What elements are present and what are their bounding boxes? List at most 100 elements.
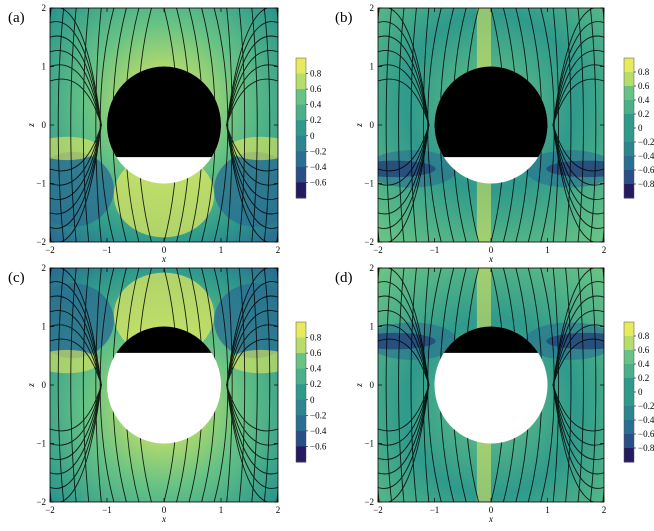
streamline [50, 124, 102, 229]
colorbar-segment [624, 156, 634, 171]
streamline [226, 384, 278, 446]
obstacle-black-region [434, 66, 548, 158]
colorbar-segment [296, 337, 306, 354]
x-tick-label: −1 [102, 505, 112, 515]
colorbar-tick-label: 0 [310, 131, 315, 141]
colorbar-tick-label: −0.8 [638, 443, 654, 453]
streamline [410, 8, 417, 242]
colorbar-tick-label: 0.6 [310, 348, 322, 358]
streamline [552, 384, 604, 460]
panel-label: (a) [8, 10, 25, 26]
y-tick-label: 1 [370, 62, 375, 72]
streamline [50, 21, 102, 126]
streamline [378, 124, 430, 200]
colorbar: 0.8 0.6 0.4 0.2 0 −0.2 −0.4 −0.6 [295, 57, 327, 199]
colorbar-segment [296, 415, 306, 432]
streamline [226, 124, 278, 200]
streamline [378, 338, 430, 386]
colorbar-tick-label: −0.2 [638, 401, 654, 411]
colorbar-segment [624, 170, 634, 185]
x-tick-label: −1 [102, 245, 112, 255]
streamline [398, 8, 405, 242]
y-tick-label: 0 [42, 380, 47, 390]
x-tick-label: −2 [45, 245, 55, 255]
y-tick-label: 0 [370, 120, 375, 130]
streamline [552, 124, 604, 242]
streamline [50, 50, 102, 126]
streamline [552, 78, 604, 126]
colorbar-tick-label: 0 [310, 395, 315, 405]
colorbar-segment [296, 166, 306, 183]
x-tick-label: 2 [602, 505, 607, 515]
x-tick-label: −2 [373, 505, 383, 515]
colorbar-segment [624, 142, 634, 157]
streamline [552, 324, 604, 386]
x-tick-label: 0 [489, 245, 494, 255]
streamline [552, 8, 604, 126]
colorbar-segment [624, 100, 634, 115]
colorbar-segment [624, 364, 634, 379]
colorbar-tick-label: 0.2 [638, 109, 649, 119]
x-tick-label: 1 [545, 245, 550, 255]
streamline [226, 78, 278, 126]
colorbar-segment [624, 72, 634, 87]
streamline [226, 21, 278, 126]
y-tick-label: −1 [364, 439, 374, 449]
streamline [70, 268, 77, 502]
streamline [378, 384, 430, 502]
colorbar-tick-label: 0.6 [310, 84, 322, 94]
obstacle-black-region [107, 66, 221, 158]
panel-label: (b) [335, 10, 353, 26]
y-tick-label: −2 [36, 237, 46, 247]
streamline [226, 124, 278, 229]
streamline [589, 8, 597, 242]
colorbar-tick-label: −0.8 [638, 179, 654, 189]
streamline [57, 268, 65, 502]
y-tick-label: 2 [42, 3, 47, 13]
colorbar-segment [296, 430, 306, 447]
x-tick-label: 2 [602, 245, 607, 255]
streamline [552, 384, 604, 432]
colorbar-segment [296, 322, 306, 339]
streamline [226, 124, 278, 215]
y-axis-label: z [26, 123, 36, 128]
colorbar-tick-label: 0.8 [638, 67, 650, 77]
streamline [99, 268, 115, 502]
y-tick-label: −2 [364, 237, 374, 247]
colorbar-segment [624, 420, 634, 435]
streamline [251, 8, 258, 242]
colorbar-tick-label: 0.6 [638, 345, 650, 355]
colorbar-tick-label: 0.6 [638, 81, 650, 91]
streamline [226, 310, 278, 386]
y-tick-label: −1 [364, 179, 374, 189]
y-tick-label: −2 [364, 497, 374, 507]
colorbar-tick-label: 0.2 [310, 379, 321, 389]
colorbar-segment [624, 114, 634, 129]
streamline [577, 8, 584, 242]
colorbar-tick-label: −0.6 [638, 165, 654, 175]
x-axis-label: x [488, 514, 493, 524]
streamline [378, 124, 430, 242]
streamline [213, 8, 229, 242]
colorbar-tick-label: −0.2 [310, 410, 326, 420]
colorbar-segment [296, 151, 306, 168]
colorbar-tick-label: 0.8 [310, 69, 322, 79]
streamlines [378, 268, 604, 502]
y-tick-label: −2 [36, 497, 46, 507]
streamline [552, 384, 604, 489]
colorbar-segment [296, 89, 306, 106]
streamline [50, 384, 102, 502]
obstacle-disc [434, 326, 548, 444]
streamline [552, 268, 604, 386]
streamline [226, 295, 278, 386]
streamline [226, 384, 278, 502]
streamline [552, 124, 604, 229]
streamline [82, 8, 90, 242]
y-axis-label: z [26, 383, 36, 388]
streamline [50, 8, 102, 126]
colorbar-tick-label: −0.4 [638, 415, 654, 425]
streamline [50, 384, 102, 432]
colorbar-segment [296, 384, 306, 401]
panel-b: −2−2 −1 −1 0 0 1 1 2 2 x z (b) 0.8 0.6 0.4 0.2 0 −0.2 −0.4… [335, 3, 654, 264]
y-tick-label: 2 [42, 263, 47, 273]
